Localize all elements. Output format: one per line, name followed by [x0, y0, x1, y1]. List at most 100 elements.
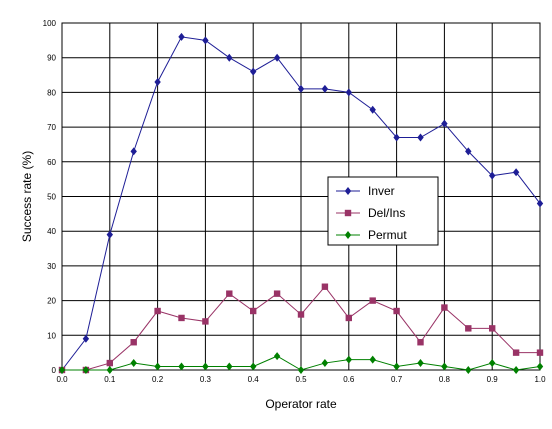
data-point-del-ins — [417, 339, 424, 346]
x-axis-tick-labels: 0.0 0.1 0.2 0.3 0.4 0.5 0.6 0.7 0.8 0.9 1.0 — [56, 375, 546, 384]
x-tick-label: 0.3 — [200, 375, 212, 384]
data-point-permut — [297, 366, 305, 374]
y-tick-label: 30 — [47, 262, 56, 271]
data-point-inver — [82, 334, 90, 343]
data-point-del-ins — [536, 349, 544, 356]
data-point-permut — [441, 362, 448, 371]
data-point-permut — [226, 362, 233, 371]
y-tick-label: 90 — [47, 54, 56, 63]
legend-item-permut: Permut — [336, 228, 407, 242]
data-point-permut — [417, 359, 424, 368]
data-point-del-ins — [393, 307, 400, 315]
data-point-inver — [417, 133, 424, 142]
data-point-del-ins — [489, 325, 496, 332]
y-tick-label: 70 — [47, 123, 56, 132]
data-point-del-ins — [369, 297, 376, 304]
data-point-del-ins — [226, 290, 233, 297]
y-tick-label: 50 — [47, 193, 56, 202]
data-point-inver — [489, 171, 496, 180]
series-layer — [58, 32, 544, 374]
x-tick-label: 0.1 — [104, 375, 116, 384]
data-point-permut — [273, 352, 281, 361]
data-point-del-ins — [130, 339, 137, 346]
legend-marker-inver — [344, 187, 352, 195]
series-permut — [58, 352, 544, 374]
y-tick-label: 40 — [47, 227, 56, 236]
data-point-permut — [489, 359, 496, 368]
data-point-inver — [202, 36, 209, 45]
data-point-inver — [178, 32, 185, 41]
x-tick-label: 0.7 — [391, 375, 403, 384]
x-tick-label: 0.2 — [152, 375, 164, 384]
data-point-permut — [345, 355, 352, 364]
data-point-inver — [345, 88, 352, 97]
data-point-permut — [106, 366, 113, 374]
legend-label-del-ins: Del/Ins — [368, 206, 405, 220]
data-point-del-ins — [512, 349, 520, 356]
data-point-permut — [178, 362, 185, 371]
x-axis-title: Operator rate — [265, 397, 337, 411]
data-point-permut — [393, 362, 400, 371]
x-tick-label: 1.0 — [534, 375, 546, 384]
data-point-inver — [321, 84, 329, 93]
data-point-inver — [512, 168, 520, 177]
y-tick-label: 60 — [47, 158, 56, 167]
legend-marker-permut — [344, 231, 352, 239]
x-tick-label: 0.8 — [439, 375, 451, 384]
data-point-inver — [250, 67, 257, 76]
data-point-del-ins — [441, 304, 448, 311]
data-point-inver — [154, 77, 161, 86]
data-point-inver — [106, 230, 113, 239]
data-point-permut — [250, 362, 257, 371]
data-point-inver — [441, 119, 448, 128]
data-point-inver — [297, 84, 305, 93]
y-tick-label: 80 — [47, 88, 56, 97]
data-point-permut — [512, 366, 520, 374]
data-point-permut — [202, 362, 209, 371]
data-point-permut — [536, 362, 544, 371]
x-tick-label: 0.4 — [248, 375, 260, 384]
legend-item-del-ins: Del/Ins — [336, 206, 405, 220]
data-point-permut — [58, 366, 66, 374]
data-point-inver — [273, 53, 281, 62]
data-point-inver — [393, 133, 400, 142]
data-point-permut — [130, 359, 137, 368]
y-tick-label: 20 — [47, 297, 56, 306]
data-point-del-ins — [345, 314, 352, 322]
legend-label-inver: Inver — [368, 184, 395, 198]
data-point-del-ins — [321, 283, 329, 290]
data-point-inver — [369, 105, 376, 114]
y-tick-label: 10 — [47, 331, 56, 340]
data-point-del-ins — [106, 359, 113, 367]
legend-item-inver: Inver — [336, 184, 395, 198]
data-point-permut — [82, 366, 90, 374]
data-point-del-ins — [250, 307, 257, 315]
data-point-del-ins — [178, 314, 185, 322]
data-point-del-ins — [465, 325, 472, 332]
data-point-inver — [465, 147, 472, 156]
data-point-permut — [465, 366, 472, 374]
data-point-del-ins — [202, 318, 209, 325]
data-point-permut — [321, 359, 329, 368]
y-tick-label: 100 — [43, 19, 57, 28]
data-point-del-ins — [154, 307, 161, 315]
legend-marker-del-ins — [344, 209, 352, 217]
x-tick-label: 0.5 — [295, 375, 307, 384]
legend-label-permut: Permut — [368, 228, 407, 242]
data-point-inver — [130, 147, 137, 156]
series-inver — [58, 32, 544, 374]
y-tick-label: 0 — [52, 366, 57, 375]
x-tick-label: 0.6 — [343, 375, 355, 384]
y-axis-title: Success rate (%) — [20, 151, 34, 242]
data-point-permut — [154, 362, 161, 371]
data-point-inver — [226, 53, 233, 62]
data-point-permut — [369, 355, 376, 364]
y-axis-tick-labels: 0 10 20 30 40 50 60 70 80 90 100 — [43, 19, 57, 375]
data-point-del-ins — [297, 311, 305, 318]
data-point-del-ins — [273, 290, 281, 297]
data-point-inver — [536, 199, 544, 208]
legend: Inver Del/Ins Permut — [327, 176, 439, 246]
x-tick-label: 0.0 — [56, 375, 68, 384]
